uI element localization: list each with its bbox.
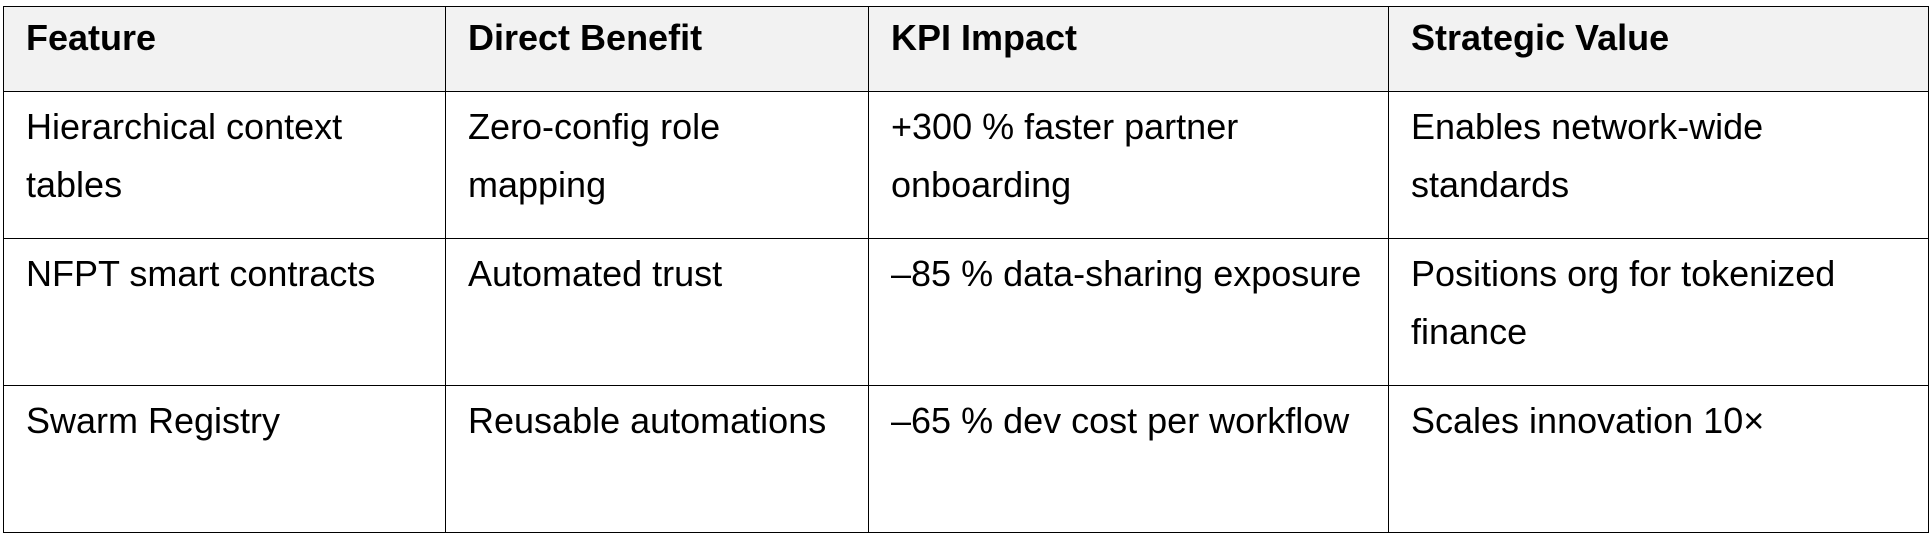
table-body: Hierarchical context tables Zero-config …	[3, 91, 1929, 533]
cell-kpi-impact: –65 % dev cost per workflow	[868, 385, 1389, 533]
header-feature: Feature	[3, 6, 446, 92]
cell-feature: Swarm Registry	[3, 385, 446, 533]
header-row: Feature Direct Benefit KPI Impact Strate…	[3, 6, 1929, 92]
cell-strategic-value: Scales innovation 10×	[1388, 385, 1929, 533]
feature-benefits-table: Feature Direct Benefit KPI Impact Strate…	[3, 6, 1929, 533]
cell-direct-benefit: Reusable automations	[445, 385, 869, 533]
cell-feature: Hierarchical context tables	[3, 91, 446, 239]
cell-strategic-value: Positions org for tokenized finance	[1388, 238, 1929, 386]
cell-direct-benefit: Zero-config role mapping	[445, 91, 869, 239]
table-row: Hierarchical context tables Zero-config …	[3, 91, 1929, 239]
table-header: Feature Direct Benefit KPI Impact Strate…	[3, 6, 1929, 92]
cell-feature: NFPT smart contracts	[3, 238, 446, 386]
cell-kpi-impact: –85 % data-sharing exposure	[868, 238, 1389, 386]
table-row: NFPT smart contracts Automated trust –85…	[3, 238, 1929, 386]
cell-kpi-impact: +300 % faster partner onboarding	[868, 91, 1389, 239]
header-strategic-value: Strategic Value	[1388, 6, 1929, 92]
header-kpi-impact: KPI Impact	[868, 6, 1389, 92]
header-direct-benefit: Direct Benefit	[445, 6, 869, 92]
table-row: Swarm Registry Reusable automations –65 …	[3, 385, 1929, 533]
table-container: Feature Direct Benefit KPI Impact Strate…	[3, 6, 1929, 533]
cell-strategic-value: Enables network-wide standards	[1388, 91, 1929, 239]
cell-direct-benefit: Automated trust	[445, 238, 869, 386]
